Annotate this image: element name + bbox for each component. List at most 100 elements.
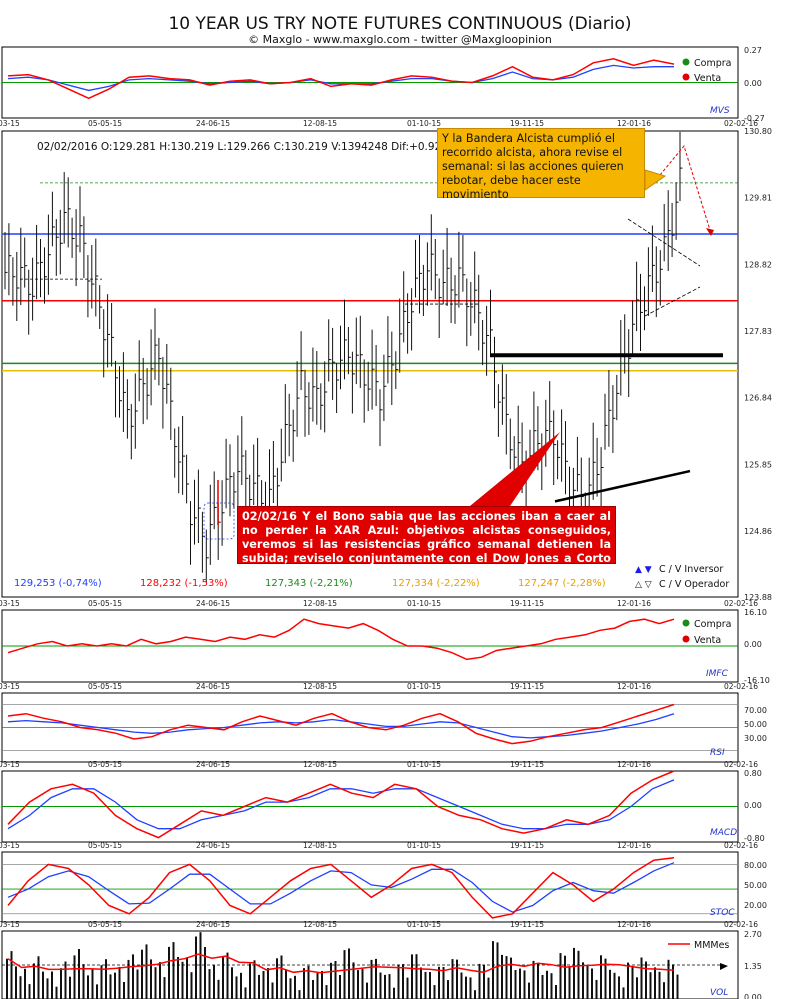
volume-bar <box>438 966 440 999</box>
level-label: 127,334 (-2,22%) <box>392 578 480 589</box>
y-tick-label: -0.80 <box>744 834 765 843</box>
volume-bar <box>631 966 634 999</box>
x-tick-label: 12-01-16 <box>617 760 651 769</box>
volume-bar <box>636 977 638 999</box>
x-tick-label: 05-05-15 <box>88 760 122 769</box>
legend-label: Venta <box>694 73 721 84</box>
x-tick-label: 19-11-15 <box>510 841 544 850</box>
legend-marker-investor: ▲ ▼ <box>635 565 652 575</box>
x-tick-label: 24-06-15 <box>196 920 230 929</box>
x-tick-label: 12-01-16 <box>617 841 651 850</box>
volume-bar <box>519 968 521 999</box>
volume-bar <box>307 965 310 999</box>
volume-bar <box>276 958 278 999</box>
series-line-mvs-2 <box>7 64 674 92</box>
legend-label: Compra <box>694 619 731 630</box>
annotation-pointer <box>644 169 667 191</box>
volume-bar <box>393 987 395 999</box>
volume-bar <box>208 969 211 999</box>
volume-bar <box>15 966 17 999</box>
volume-bar <box>573 947 575 999</box>
x-tick-label: 05-05-15 <box>88 841 122 850</box>
volume-bar <box>316 973 319 999</box>
volume-bar <box>564 955 566 999</box>
volume-bar <box>618 976 620 999</box>
volume-bar <box>199 932 202 999</box>
volume-bar <box>672 964 674 999</box>
x-tick-label: 19-11-15 <box>510 920 544 929</box>
x-tick-label: 02-02-16 <box>724 119 758 128</box>
volume-bar <box>343 950 346 999</box>
series-line-macd-1 <box>7 770 675 839</box>
volume-bar <box>627 962 629 999</box>
panel-label-stoc: STOC <box>710 908 735 918</box>
x-tick-label: 12-08-15 <box>303 599 337 608</box>
volume-bar <box>420 967 422 999</box>
legend-marker-sell <box>682 73 690 81</box>
volume-bar <box>109 974 112 999</box>
volume-bar <box>645 961 647 999</box>
volume-bar <box>64 961 67 999</box>
volume-bar <box>609 969 611 999</box>
x-tick-label: 24-06-15 <box>196 599 230 608</box>
volume-bar <box>28 984 31 999</box>
x-tick-label: 24-06-15 <box>196 682 230 691</box>
volume-bar <box>460 972 463 999</box>
annotation-yellow: Y la Bandera Alcista cumplió el recorrid… <box>437 128 645 201</box>
x-tick-label: 12-08-15 <box>303 682 337 691</box>
volume-bar <box>496 942 499 999</box>
volume-bar <box>190 972 193 999</box>
legend-marker-sell <box>682 635 690 643</box>
volume-bar <box>649 972 652 999</box>
x-tick-label: 03-15 <box>0 841 20 850</box>
x-tick-label: 19-11-15 <box>510 599 544 608</box>
y-tick-label: 50.00 <box>744 881 767 890</box>
volume-bar <box>240 972 242 999</box>
volume-bar <box>213 965 215 999</box>
panel-label-imfc: IMFC <box>706 669 729 679</box>
x-tick-label: 24-06-15 <box>196 841 230 850</box>
x-tick-label: 02-02-16 <box>724 841 758 850</box>
volume-bar <box>334 961 337 999</box>
y-tick-label: 30.00 <box>744 734 767 743</box>
volume-bar <box>177 957 179 999</box>
volume-bar <box>132 954 134 999</box>
volume-bar <box>528 982 530 999</box>
volume-bar <box>550 973 553 999</box>
volume-bar <box>613 972 616 999</box>
volume-bar <box>348 948 350 999</box>
volume-bar <box>78 949 80 999</box>
volume-bar <box>379 972 382 999</box>
volume-bar <box>312 980 314 999</box>
volume-bar <box>298 990 301 999</box>
panel-label-vol: VOL <box>710 988 728 998</box>
y-tick-label: 130.80 <box>744 127 772 136</box>
legend-label: MMMes <box>694 940 729 951</box>
x-tick-label: 05-05-15 <box>88 920 122 929</box>
x-tick-label: 12-08-15 <box>303 841 337 850</box>
volume-bar <box>469 977 472 999</box>
x-tick-label: 01-10-15 <box>407 119 441 128</box>
x-tick-label: 05-05-15 <box>88 682 122 691</box>
volume-bar <box>366 982 368 999</box>
volume-bar <box>91 969 94 999</box>
y-tick-label: 124.86 <box>744 527 772 536</box>
y-tick-label: 16.10 <box>744 608 767 617</box>
volume-bar <box>244 987 247 999</box>
volume-bar <box>73 955 76 999</box>
volume-bar <box>501 954 503 999</box>
volume-bar <box>231 967 233 999</box>
legend-label: C / V Inversor <box>659 564 723 575</box>
volume-arrow <box>720 963 728 970</box>
level-label: 127,247 (-2,28%) <box>518 578 606 589</box>
panel-frame-stoc <box>1 851 739 923</box>
x-tick-label: 01-10-15 <box>407 841 441 850</box>
trend-line <box>554 469 691 503</box>
x-tick-label: 03-15 <box>0 682 20 691</box>
legend-marker-buy <box>682 58 690 66</box>
volume-bar <box>37 956 40 999</box>
volume-bar <box>42 971 44 999</box>
x-tick-label: 12-08-15 <box>303 119 337 128</box>
volume-bar <box>145 944 148 999</box>
